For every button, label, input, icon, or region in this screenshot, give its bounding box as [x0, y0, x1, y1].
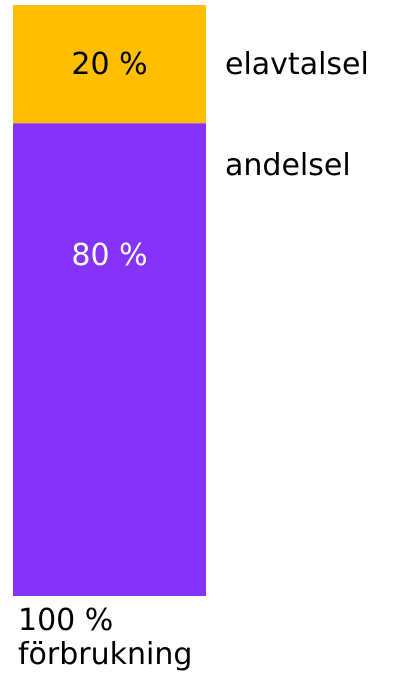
series-label-andelsel: andelsel: [225, 148, 351, 183]
series-label-elavtalsel: elavtalsel: [225, 47, 369, 82]
total-label: 100 % förbrukning: [18, 604, 192, 672]
bar-segment-andelsel: [13, 123, 206, 596]
total-value: 100 %: [18, 603, 114, 638]
value-label-andelsel: 80 %: [71, 238, 147, 273]
value-label-elavtalsel: 20 %: [71, 47, 147, 82]
total-caption: förbrukning: [18, 637, 193, 672]
bar-segment-elavtalsel: [13, 5, 206, 124]
